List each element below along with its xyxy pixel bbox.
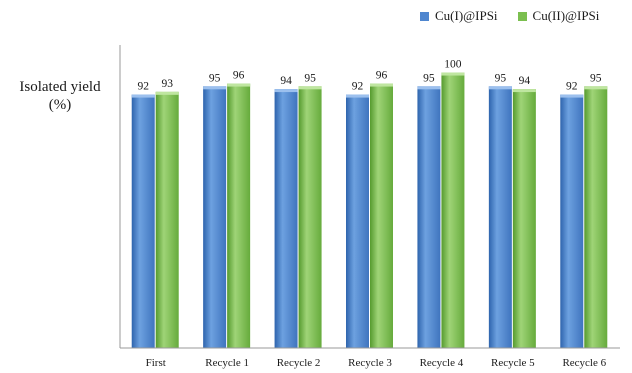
legend-swatch-series-2 <box>517 11 527 21</box>
data-label-cu-ii-1: 96 <box>233 70 245 82</box>
x-tick-label-2: Recycle 2 <box>277 357 321 369</box>
legend-item-series-1: Cu(I)@IPSi <box>420 8 498 24</box>
data-label-cu-i-4: 95 <box>423 72 435 84</box>
bar-cap-cu-ii-2 <box>298 86 322 90</box>
x-tick-label-6: Recycle 6 <box>562 357 606 369</box>
bar-cu-i-1 <box>203 86 227 349</box>
x-tick-label-5: Recycle 5 <box>491 357 535 369</box>
y-axis-label: Isolated yield (%) <box>6 78 114 114</box>
x-tick-label-0: First <box>146 357 166 369</box>
bar-cap-cu-i-2 <box>274 89 298 93</box>
chart-legend: Cu(I)@IPSi Cu(II)@IPSi <box>420 8 599 24</box>
bar-cu-i-3 <box>346 94 369 348</box>
bar-cap-cu-ii-0 <box>155 91 179 95</box>
bar-cu-ii-3 <box>370 83 393 349</box>
bar-cap-cu-ii-3 <box>370 83 393 87</box>
data-label-cu-ii-5: 94 <box>519 75 531 87</box>
bar-cu-ii-1 <box>227 83 251 349</box>
bar-cap-cu-i-6 <box>560 94 584 98</box>
bar-cap-cu-i-3 <box>346 94 369 98</box>
data-label-cu-i-1: 95 <box>209 72 221 84</box>
data-label-cu-i-3: 92 <box>352 81 364 93</box>
data-label-cu-i-6: 92 <box>566 81 578 93</box>
bar-cap-cu-ii-5 <box>512 89 536 93</box>
bar-cu-i-2 <box>274 89 298 348</box>
y-axis-label-line-1: Isolated yield <box>19 79 101 95</box>
x-tick-label-3: Recycle 3 <box>348 357 392 369</box>
bar-cap-cu-i-0 <box>131 94 155 98</box>
data-label-cu-i-5: 95 <box>495 72 507 84</box>
data-label-cu-i-0: 92 <box>137 81 149 93</box>
legend-label-series-2: Cu(II)@IPSi <box>532 8 600 23</box>
bar-cap-cu-ii-4 <box>441 72 465 76</box>
bar-cap-cu-ii-6 <box>584 86 608 90</box>
data-label-cu-ii-4: 100 <box>444 59 462 71</box>
bar-cu-ii-6 <box>584 86 608 349</box>
bar-cu-ii-0 <box>155 91 179 348</box>
legend-item-series-2: Cu(II)@IPSi <box>517 8 600 24</box>
data-label-cu-ii-0: 93 <box>161 78 173 90</box>
bar-cu-i-5 <box>488 86 512 349</box>
data-label-cu-ii-6: 95 <box>590 72 602 84</box>
bar-cap-cu-i-4 <box>417 86 441 90</box>
legend-label-series-1: Cu(I)@IPSi <box>435 8 498 23</box>
bar-cu-i-0 <box>131 94 155 348</box>
legend-swatch-series-1 <box>420 11 429 21</box>
x-tick-label-4: Recycle 4 <box>420 357 464 369</box>
data-label-cu-ii-3: 96 <box>376 70 388 82</box>
bar-cu-i-4 <box>417 86 441 349</box>
y-axis-label-line-2: (%) <box>48 97 72 113</box>
x-tick-label-1: Recycle 1 <box>205 357 249 369</box>
bar-cu-i-6 <box>560 94 584 348</box>
data-label-cu-i-2: 94 <box>280 75 292 87</box>
bar-cap-cu-ii-1 <box>227 83 251 87</box>
bar-cu-ii-2 <box>298 86 322 349</box>
data-label-cu-ii-2: 95 <box>304 72 316 84</box>
bar-cu-ii-5 <box>512 89 536 348</box>
bar-cu-ii-4 <box>441 72 465 348</box>
bar-cap-cu-i-1 <box>203 86 227 90</box>
bar-cap-cu-i-5 <box>488 86 512 90</box>
